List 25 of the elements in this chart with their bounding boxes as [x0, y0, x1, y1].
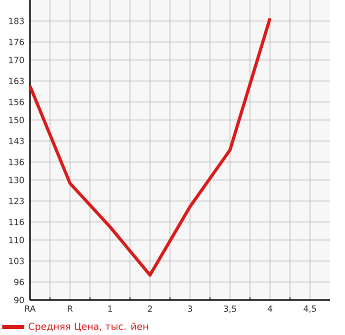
y-tick-label: 116: [9, 218, 24, 226]
legend-label: Средняя Цена, тыс. йен: [28, 322, 148, 332]
y-tick-label: 136: [9, 158, 24, 166]
y-tick-label: 103: [9, 258, 24, 264]
x-tick-label: 4: [268, 306, 272, 312]
y-tick-label: 90: [14, 296, 24, 304]
x-tick-label: R: [68, 306, 73, 312]
y-tick-label: 123: [9, 198, 24, 204]
x-tick-label: RA: [25, 306, 36, 312]
y-tick-label: 163: [9, 78, 24, 84]
y-tick-label: 170: [9, 56, 24, 64]
x-tick-label: 3: [188, 306, 192, 312]
x-tick-label: 4,5: [304, 306, 316, 313]
y-tick-label: 110: [9, 236, 24, 244]
x-tick-label: 1: [108, 306, 112, 312]
y-tick-label: 156: [9, 98, 24, 106]
y-tick-label: 150: [9, 116, 24, 124]
y-tick-label: 176: [9, 38, 24, 46]
x-tick-label: 3,5: [224, 306, 236, 313]
y-tick-label: 183: [9, 18, 24, 24]
y-tick-label: 96: [14, 278, 24, 286]
x-tick-label: 2: [148, 306, 152, 312]
y-tick-label: 130: [9, 176, 24, 184]
line-series: [28, 16, 272, 277]
y-tick-label: 143: [9, 138, 24, 144]
